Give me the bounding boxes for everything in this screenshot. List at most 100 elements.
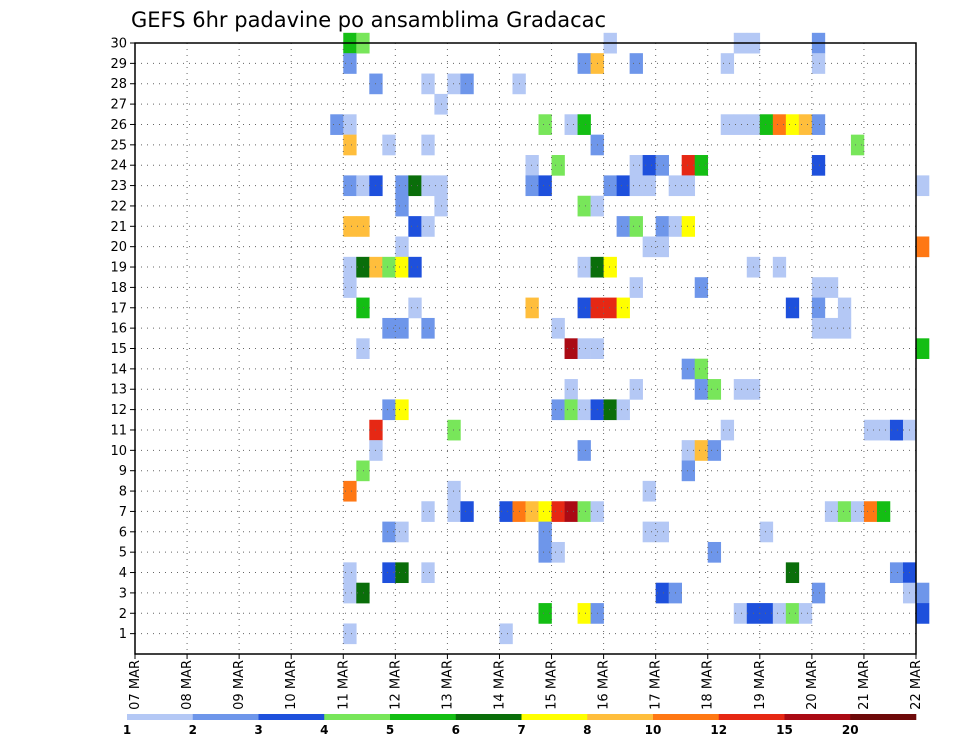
heatmap-cell [629,277,643,298]
legend-label: 15 [776,723,793,737]
heatmap-cell [395,317,409,339]
heatmap-cell [629,216,643,237]
heatmap-cell [382,134,396,156]
legend-swatch [653,714,720,720]
heatmap-cell [733,114,748,135]
legend-label: 2 [189,723,197,737]
heatmap-cell [564,338,578,359]
heatmap-cell [382,521,396,543]
heatmap-cell [798,603,813,624]
heatmap-cell [499,623,513,645]
heatmap-cell [772,603,787,624]
y-tick-label: 9 [119,464,127,479]
x-tick-label: 10 MAR [284,660,299,710]
heatmap-cell [863,419,878,441]
heatmap-cell [785,562,800,584]
heatmap-cell [837,501,852,522]
heatmap-cell [642,236,656,258]
heatmap-cell [850,134,865,156]
heatmap-cell [720,114,735,135]
legend-label: 8 [583,723,591,737]
heatmap-cell [525,175,539,197]
heatmap-cell [395,195,409,217]
heatmap-cell [525,155,539,176]
heatmap-cell [382,256,396,278]
heatmap-cell [421,216,435,237]
heatmap-cell [551,541,565,563]
legend-label: 10 [645,723,662,737]
heatmap-cell [785,297,800,319]
heatmap-cell [421,73,435,95]
y-tick-label: 1 [119,627,127,642]
heatmap-cell [837,317,852,339]
heatmap-cell [707,541,722,563]
heatmap-cell [603,297,617,319]
legend-label: 3 [254,723,262,737]
legend-swatch [850,714,917,720]
heatmap-cell [577,195,591,217]
heatmap-cell [538,175,552,197]
heatmap-cell [681,440,696,461]
x-tick-label: 20 MAR [805,660,820,710]
color-legend: 1 2 3 4 5 6 7 8 10 12 15 20 [123,714,917,737]
legend-swatch [455,714,522,720]
x-tick-label: 08 MAR [180,660,195,710]
heatmap-cell [720,53,735,74]
legend-label: 7 [517,723,525,737]
x-axis: 07 MAR 08 MAR 09 MAR 10 MAR 11 MAR 12 MAR 13 M… [128,654,924,710]
y-tick-label: 30 [110,37,127,52]
heatmap-cell [681,155,696,176]
heatmap-cell [811,582,826,604]
heatmap-cell [642,480,656,502]
heatmap-cell [577,501,591,522]
heatmap-cell [616,175,630,197]
heatmap-cell [447,419,461,441]
heatmap-cell [343,256,357,278]
heatmap-cell [759,603,774,624]
heatmap-cell [330,114,344,135]
heatmap-cell [538,603,552,624]
y-tick-label: 16 [110,322,127,337]
heatmap-cell [395,236,409,258]
x-tick-label: 14 MAR [492,660,507,710]
y-tick-label: 7 [119,505,127,520]
legend-swatch [521,714,588,720]
y-tick-label: 20 [110,240,127,255]
y-tick-label: 5 [119,546,127,561]
heatmap-cell [694,358,709,380]
y-tick-label: 11 [110,423,127,438]
heatmap-cell [343,562,357,584]
y-tick-label: 18 [110,281,127,296]
heatmap-cell [785,114,800,135]
legend-swatch [784,714,851,720]
heatmap-cell [733,603,748,624]
chart-title: GEFS 6hr padavine po ansamblima Gradacac [131,8,606,32]
heatmap-cell [811,317,826,339]
heatmap-cell [343,623,357,645]
x-tick-label: 22 MAR [909,660,924,710]
x-tick-label: 17 MAR [649,660,664,710]
x-tick-label: 21 MAR [857,660,872,710]
heatmap-cell [916,175,930,197]
heatmap-cell [447,480,461,502]
heatmap-cell [356,338,370,359]
x-tick-label: 07 MAR [128,660,143,710]
legend-swatch [324,714,391,720]
heatmap-cell [408,216,422,237]
heatmap-cell [421,134,435,156]
heatmap-cell [616,399,630,421]
heatmap-cell [356,256,370,278]
heatmap-cell [916,603,930,624]
y-tick-label: 8 [119,485,127,500]
heatmap-cell [811,114,826,135]
heatmap-cell [382,317,396,339]
heatmap-cell [707,379,722,400]
heatmap-cell [408,297,422,319]
heatmap-cell [759,521,774,543]
heatmap-cell [681,358,696,380]
legend-swatch [127,714,194,720]
heatmap-cell [577,603,591,624]
heatmap-cells [330,32,930,645]
heatmap-cell [564,501,578,522]
